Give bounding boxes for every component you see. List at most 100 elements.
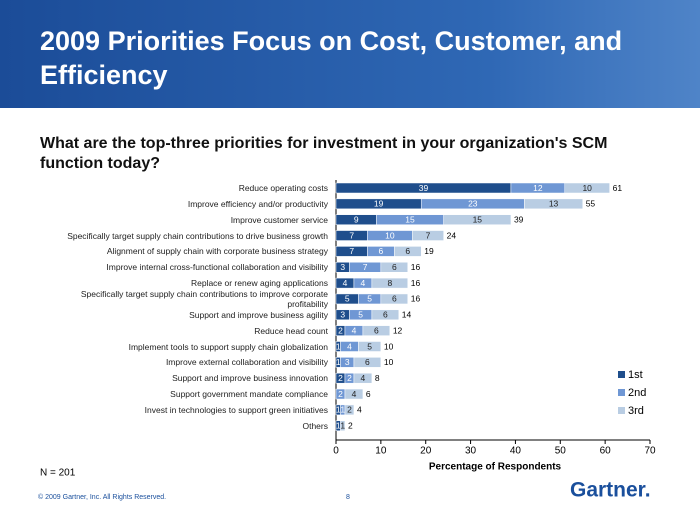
segment-label: 15 (473, 214, 483, 224)
total-label: 2 (348, 421, 353, 431)
legend-label: 3rd (628, 405, 644, 417)
category-label: Replace or renew aging applications (190, 278, 328, 289)
total-label: 8 (375, 373, 380, 383)
bar-segment (358, 341, 382, 352)
segment-label: 1 (336, 421, 341, 431)
segment-label: 39 (419, 183, 429, 193)
segment-label: 13 (549, 199, 559, 209)
segment-label: 1 (336, 405, 341, 415)
segment-label: 6 (365, 357, 370, 367)
bar-segment (371, 277, 409, 289)
x-tick-label: 50 (555, 446, 567, 457)
total-label: 4 (357, 405, 362, 415)
x-tick-label: 70 (644, 446, 656, 457)
segment-label: 7 (363, 262, 368, 272)
segment-label: 5 (367, 341, 372, 351)
chart-title: What are the top-three priorities for in… (40, 135, 608, 172)
bar-segment (380, 262, 409, 273)
bar-segment (362, 325, 391, 336)
category-label: Improve efficiency and/or productivity (187, 198, 328, 209)
bar-segment (412, 230, 444, 241)
segment-label: 6 (392, 294, 397, 304)
total-label: 55 (586, 199, 596, 209)
segment-label: 2 (338, 325, 343, 335)
total-label: 12 (393, 325, 403, 335)
total-label: 10 (384, 357, 394, 367)
category-label: Reduce operating costs (238, 183, 328, 193)
total-label: 6 (366, 389, 371, 399)
segment-label: 6 (392, 262, 397, 272)
segment-label: 2 (338, 373, 343, 383)
category-label: Specifically target supply chain contrib… (80, 288, 328, 309)
x-tick-label: 30 (465, 446, 477, 457)
category-label: Improve customer service (230, 214, 328, 225)
bar-segment (340, 420, 346, 431)
segment-label: 10 (582, 183, 592, 193)
category-label: Others (302, 420, 328, 431)
segment-label: 4 (343, 278, 348, 288)
x-tick-label: 60 (600, 446, 612, 457)
x-tick-label: 40 (510, 446, 522, 457)
segment-label: 6 (383, 310, 388, 320)
segment-label: 3 (340, 262, 345, 272)
segment-label: 6 (378, 246, 383, 256)
bar-segment (443, 214, 512, 225)
category-label: Support and improve business innovation (172, 373, 328, 384)
total-label: 10 (384, 341, 394, 351)
total-label: 16 (411, 278, 421, 288)
bar-segment (371, 309, 400, 321)
category-label: Improve internal cross-functional collab… (106, 262, 328, 273)
segment-label: 19 (374, 199, 384, 209)
bar-segment (344, 404, 355, 416)
segment-label: 7 (349, 246, 354, 256)
bar-segment (353, 357, 382, 368)
bar-segment (524, 198, 583, 210)
page-number: 8 (346, 494, 350, 501)
total-label: 39 (514, 214, 524, 224)
category-label: Reduce head count (254, 325, 328, 336)
segment-label: 3 (340, 310, 345, 320)
segment-label: 12 (533, 183, 543, 193)
total-label: 14 (402, 310, 412, 320)
segment-label: 7 (426, 230, 431, 240)
bar-segment (380, 293, 409, 305)
segment-label: 4 (361, 373, 366, 383)
category-label: Support government mandate compliance (170, 389, 328, 400)
slide-title: 2009 Priorities Focus on Cost, Customer,… (40, 26, 623, 90)
segment-label: 1 (340, 405, 345, 415)
total-label: 16 (411, 294, 421, 304)
segment-label: 4 (352, 325, 357, 335)
total-label: 19 (424, 246, 434, 256)
segment-label: 1 (336, 357, 341, 367)
segment-label: 9 (354, 214, 359, 224)
bar-segment (394, 246, 422, 257)
bar-segment (564, 182, 610, 194)
copyright: © 2009 Gartner, Inc. All Rights Reserved… (38, 493, 166, 501)
segment-label: 5 (367, 294, 372, 304)
annotation: N = 201 (40, 468, 76, 479)
segment-label: 10 (385, 230, 395, 240)
legend-swatch (618, 371, 625, 378)
bar-segment (353, 372, 373, 384)
total-label: 16 (411, 262, 421, 272)
segment-label: 6 (374, 325, 379, 335)
x-axis-label: Percentage of Respondents (429, 462, 562, 473)
segment-label: 2 (347, 373, 352, 383)
segment-label: 1 (336, 341, 341, 351)
category-label: Implement tools to support supply chain … (128, 341, 328, 352)
logo: Gartner. (570, 479, 651, 502)
segment-label: 15 (405, 214, 415, 224)
category-label: Improve external collaboration and visib… (165, 357, 328, 368)
segment-label: 4 (352, 389, 357, 399)
x-tick-label: 10 (375, 446, 387, 457)
legend-swatch (618, 407, 625, 414)
bar-segment (344, 388, 364, 400)
x-tick-label: 20 (420, 446, 432, 457)
total-label: 24 (447, 230, 457, 240)
segment-label: 1 (340, 421, 345, 431)
legend-swatch (618, 389, 625, 396)
segment-label: 4 (347, 341, 352, 351)
legend-label: 2nd (628, 387, 646, 399)
